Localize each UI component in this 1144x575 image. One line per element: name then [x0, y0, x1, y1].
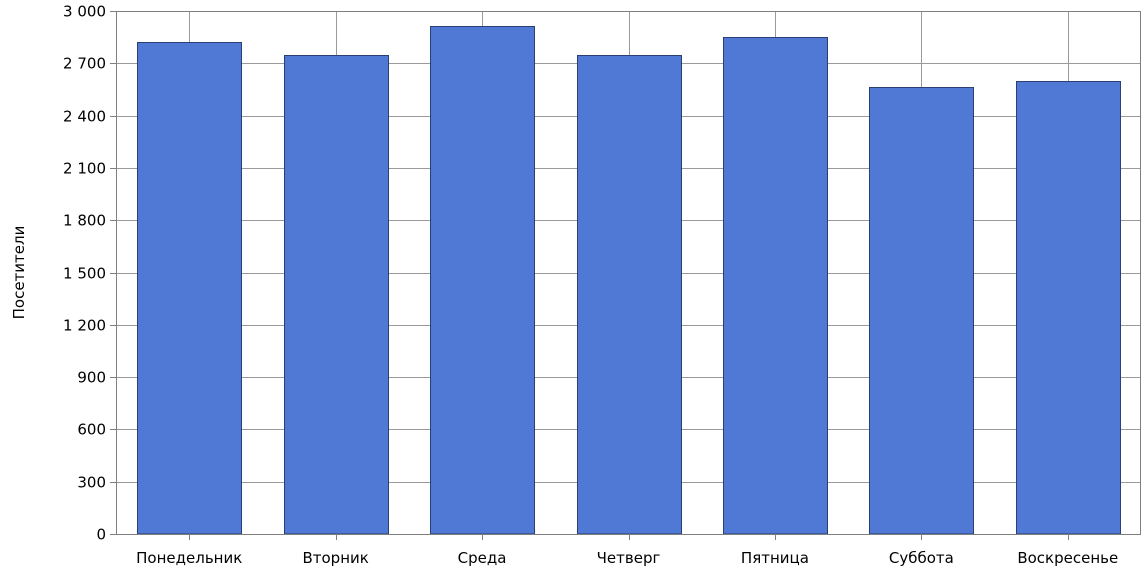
y-tick-label: 1 800: [63, 212, 106, 230]
x-axis-tick-labels: Понедельник Вторник Среда Четверг Пятница Суб…: [136, 549, 1118, 567]
x-tick-label: Понедельник: [136, 549, 242, 567]
y-tick-label: 3 000: [63, 3, 106, 21]
bar: [1016, 81, 1121, 535]
bar: [284, 55, 389, 535]
bar: [137, 42, 242, 535]
bar: [430, 26, 535, 535]
y-tick-label: 2 700: [63, 55, 106, 73]
x-tick-label: Суббота: [889, 549, 954, 567]
y-tick-label: 1 200: [63, 317, 106, 335]
y-axis-label: Посетители: [10, 226, 28, 320]
x-tick-label: Вторник: [302, 549, 368, 567]
bar: [577, 55, 682, 535]
y-tick-label: 2 400: [63, 108, 106, 126]
x-tick-label: Воскресенье: [1017, 549, 1118, 567]
plot-frame: [116, 11, 1141, 535]
bar: [723, 37, 828, 535]
x-tick-label: Среда: [458, 549, 507, 567]
x-tick-label: Четверг: [597, 549, 661, 567]
y-tick-label: 2 100: [63, 160, 106, 178]
bars: [137, 26, 1121, 535]
y-tick-label: 0: [96, 526, 106, 544]
y-tick-label: 600: [77, 421, 106, 439]
y-axis-ticks: 0 300 600 900 1 200 1 500 1 800 2 100 2 400 2 700…: [63, 3, 1069, 544]
y-tick-label: 1 500: [63, 265, 106, 283]
y-tick-label: 900: [77, 369, 106, 387]
x-tick-label: Пятница: [741, 549, 809, 567]
y-tick-label: 300: [77, 474, 106, 492]
bar: [869, 87, 974, 535]
